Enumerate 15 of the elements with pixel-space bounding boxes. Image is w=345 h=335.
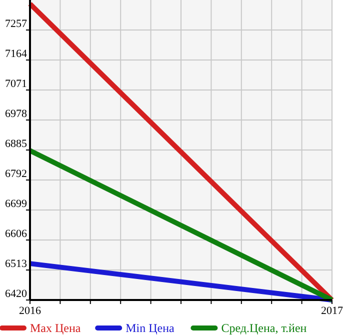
legend-label: Сред.Цена, т.йен [221, 321, 308, 335]
y-tick-label: 6420 [5, 288, 28, 300]
y-tick-label: 6792 [5, 168, 27, 180]
legend-label: Max Цена [30, 321, 82, 335]
y-tick-label: 6699 [5, 198, 28, 210]
y-tick-label: 7257 [5, 18, 28, 30]
x-tick-label: 2017 [321, 305, 344, 317]
x-tick-label: 2016 [19, 305, 42, 317]
y-tick-label: 7071 [5, 78, 27, 90]
y-tick-label: 6978 [5, 108, 28, 120]
y-tick-label: 6606 [5, 228, 28, 240]
y-tick-label: 6513 [5, 258, 28, 270]
legend-label: Min Цена [126, 321, 176, 335]
y-tick-label: 7164 [5, 48, 28, 60]
y-tick-label: 6885 [5, 138, 28, 150]
